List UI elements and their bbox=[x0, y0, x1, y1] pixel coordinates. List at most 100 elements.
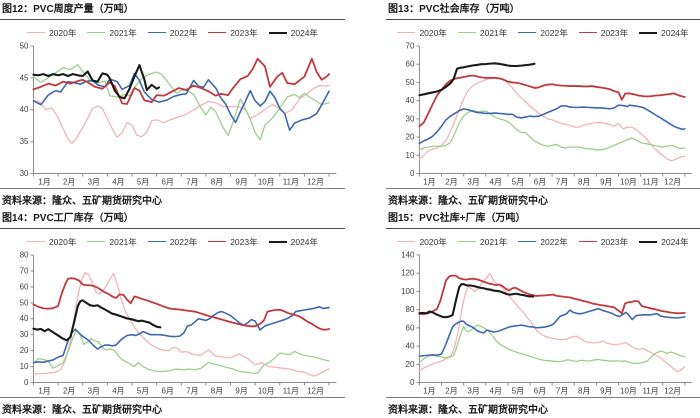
chart-legend: 2020年 2021年 2022年 2023年 2024年 bbox=[386, 20, 700, 40]
legend-line-swatch bbox=[397, 241, 416, 242]
svg-text:1月: 1月 bbox=[423, 177, 435, 186]
svg-text:8月: 8月 bbox=[211, 177, 223, 186]
svg-text:7月: 7月 bbox=[556, 386, 568, 395]
svg-text:12月: 12月 bbox=[664, 386, 681, 395]
legend-item: 2023年 bbox=[578, 236, 629, 248]
svg-text:11月: 11月 bbox=[642, 177, 658, 186]
legend-item: 2024年 bbox=[268, 236, 319, 248]
svg-text:7月: 7月 bbox=[186, 177, 198, 186]
svg-text:4月: 4月 bbox=[490, 386, 502, 395]
chart-legend: 2020年 2021年 2022年 2023年 2024年 bbox=[0, 229, 345, 249]
svg-text:20: 20 bbox=[406, 359, 415, 368]
svg-text:6月: 6月 bbox=[162, 177, 174, 186]
chart-panel-pvc-weekly-output: 图12：PVC周度产量（万吨） 2020年 2021年 2022年 2023年 2024… bbox=[0, 0, 345, 209]
legend-line-swatch bbox=[87, 241, 106, 242]
legend-line-swatch bbox=[518, 32, 537, 33]
svg-text:10: 10 bbox=[406, 150, 415, 159]
svg-text:8月: 8月 bbox=[211, 386, 223, 395]
legend-label: 2021年 bbox=[109, 27, 137, 38]
legend-label: 2023年 bbox=[230, 236, 258, 247]
line-chart: 0 10 20 30 40 50 60 70 80 1月 2月 3月 4月 5月 6月 7月 8月 9月 10月 11… bbox=[20, 250, 337, 395]
legend-label: 2020年 bbox=[419, 236, 447, 247]
legend-line-swatch bbox=[639, 240, 658, 243]
svg-text:4月: 4月 bbox=[112, 177, 124, 186]
legend-item: 2023年 bbox=[578, 27, 629, 39]
svg-text:10月: 10月 bbox=[620, 177, 637, 186]
svg-text:3月: 3月 bbox=[88, 386, 100, 395]
svg-text:6月: 6月 bbox=[162, 386, 174, 395]
svg-text:10月: 10月 bbox=[620, 386, 637, 395]
legend-label: 2024年 bbox=[290, 236, 319, 247]
svg-text:8月: 8月 bbox=[578, 177, 590, 186]
svg-text:2月: 2月 bbox=[63, 386, 75, 395]
legend-line-swatch bbox=[397, 32, 416, 33]
svg-text:11月: 11月 bbox=[642, 386, 658, 395]
legend-line-swatch bbox=[208, 32, 227, 33]
svg-text:11月: 11月 bbox=[283, 386, 299, 395]
legend-item: 2020年 bbox=[397, 236, 447, 248]
legend-item: 2021年 bbox=[457, 236, 507, 248]
svg-text:80: 80 bbox=[406, 305, 415, 314]
source-divider bbox=[0, 188, 345, 189]
svg-text:2月: 2月 bbox=[445, 177, 457, 186]
title-divider bbox=[386, 18, 700, 20]
svg-text:4月: 4月 bbox=[490, 177, 502, 186]
legend-item: 2022年 bbox=[147, 236, 197, 248]
legend-item: 2020年 bbox=[26, 236, 77, 248]
legend-item: 2022年 bbox=[147, 27, 197, 39]
svg-text:7月: 7月 bbox=[556, 177, 568, 186]
svg-text:60: 60 bbox=[20, 282, 29, 291]
chart-title: 图12：PVC周度产量（万吨） bbox=[2, 4, 134, 15]
legend-item: 2021年 bbox=[87, 27, 137, 39]
legend-item: 2021年 bbox=[457, 27, 508, 39]
legend-item: 2022年 bbox=[518, 27, 568, 39]
legend-item: 2020年 bbox=[26, 27, 76, 39]
source-text: 资料来源：隆众、五矿期货研究中心 bbox=[388, 196, 548, 207]
title-divider bbox=[386, 227, 700, 229]
legend-line-swatch bbox=[639, 31, 658, 34]
legend-label: 2020年 bbox=[48, 236, 77, 247]
svg-text:5月: 5月 bbox=[137, 177, 149, 186]
legend-line-swatch bbox=[147, 32, 166, 33]
source-text: 资料来源：隆众、五矿期货研究中心 bbox=[388, 405, 548, 416]
svg-text:30: 30 bbox=[20, 330, 29, 339]
svg-text:30: 30 bbox=[406, 114, 415, 123]
svg-text:6月: 6月 bbox=[534, 386, 546, 395]
legend-label: 2023年 bbox=[600, 236, 629, 247]
legend-label: 2023年 bbox=[600, 27, 629, 38]
source-divider bbox=[0, 397, 345, 398]
legend-line-swatch bbox=[208, 241, 227, 242]
svg-text:140: 140 bbox=[401, 250, 415, 259]
chart-panel-pvc-total-inventory: 图15：PVC社库+厂库（万吨） 2020年 2021年 2022年 2023年 202… bbox=[386, 209, 700, 418]
svg-text:30: 30 bbox=[20, 169, 29, 178]
legend-label: 2024年 bbox=[661, 236, 689, 247]
legend-item: 2020年 bbox=[397, 27, 447, 39]
legend-item: 2023年 bbox=[208, 27, 258, 39]
chart-legend: 2020年 2021年 2022年 2023年 2024年 bbox=[386, 229, 700, 249]
legend-label: 2023年 bbox=[230, 27, 258, 38]
svg-text:7月: 7月 bbox=[186, 386, 198, 395]
legend-item: 2022年 bbox=[518, 236, 568, 248]
source-divider bbox=[386, 397, 700, 398]
svg-text:10月: 10月 bbox=[258, 177, 275, 186]
legend-line-swatch bbox=[26, 241, 45, 242]
svg-text:40: 40 bbox=[406, 96, 415, 105]
svg-text:8月: 8月 bbox=[578, 386, 590, 395]
svg-text:50: 50 bbox=[406, 77, 415, 86]
svg-text:20: 20 bbox=[20, 346, 29, 355]
svg-text:1月: 1月 bbox=[38, 177, 50, 186]
legend-line-swatch bbox=[457, 241, 476, 242]
svg-text:2月: 2月 bbox=[63, 177, 75, 186]
legend-label: 2021年 bbox=[479, 27, 508, 38]
legend-label: 2020年 bbox=[419, 27, 447, 38]
legend-item: 2024年 bbox=[268, 27, 318, 39]
chart-title: 图15：PVC社库+厂库（万吨） bbox=[388, 213, 526, 224]
svg-text:3月: 3月 bbox=[88, 177, 100, 186]
chart-legend: 2020年 2021年 2022年 2023年 2024年 bbox=[0, 20, 345, 40]
svg-text:5月: 5月 bbox=[137, 386, 149, 395]
legend-line-swatch bbox=[578, 241, 597, 242]
line-chart: 0 10 20 30 40 50 60 70 1月 2月 3月 4月 5月 6月 7月 8月 9月 10月 11月 1… bbox=[406, 41, 692, 186]
legend-item: 2024年 bbox=[639, 27, 689, 39]
svg-text:70: 70 bbox=[406, 41, 415, 50]
